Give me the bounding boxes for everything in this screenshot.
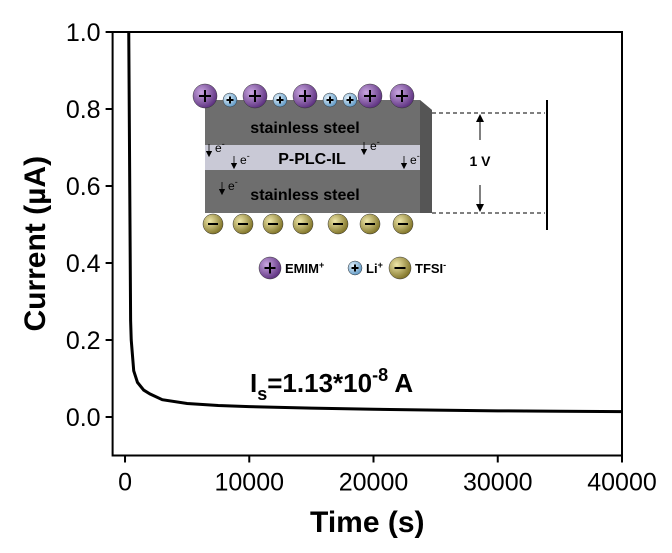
layer-side bbox=[420, 100, 432, 213]
annotation-main: =1.13*10 bbox=[267, 368, 372, 398]
layer-steel-bottom bbox=[205, 170, 420, 213]
x-tick-label: 0 bbox=[118, 469, 132, 497]
y-tick-label: 0.4 bbox=[66, 250, 101, 278]
y-tick-label: 0.8 bbox=[66, 96, 101, 124]
ion-legend-label: Li+ bbox=[366, 260, 383, 276]
ion-charge: + bbox=[378, 260, 383, 270]
ion-name: EMIM bbox=[285, 261, 319, 276]
y-tick-label: 0.6 bbox=[66, 173, 101, 201]
electron-label: e- bbox=[215, 139, 225, 155]
y-axis-title: Current (µA) bbox=[19, 156, 52, 332]
x-axis-title: Time (s) bbox=[310, 506, 424, 539]
ion-legend-label: TFSI- bbox=[415, 260, 446, 276]
electron-sup: - bbox=[417, 151, 420, 161]
inset-diagram: stainless steel P-PLC-IL stainless steel… bbox=[192, 83, 548, 280]
x-tick-label: 10000 bbox=[215, 469, 285, 497]
annotation: Is=1.13*10-8 A bbox=[250, 365, 413, 404]
y-tick-label: 1.0 bbox=[66, 19, 101, 47]
electron-base: e bbox=[215, 141, 222, 155]
ion-charge: + bbox=[319, 260, 324, 270]
annotation-sup: -8 bbox=[372, 365, 388, 385]
electron-sup: - bbox=[235, 177, 238, 187]
ion-name: TFSI bbox=[415, 261, 443, 276]
layer-steel-top bbox=[205, 100, 420, 145]
ion-name: Li bbox=[366, 261, 378, 276]
voltage-label: 1 V bbox=[469, 153, 491, 169]
ion-legend-label: EMIM+ bbox=[285, 260, 324, 276]
plot-frame bbox=[111, 31, 623, 457]
layer-label: stainless steel bbox=[250, 120, 359, 137]
electron-label: e- bbox=[370, 137, 380, 153]
y-tick-label: 0.0 bbox=[66, 404, 101, 432]
annotation-base: I bbox=[250, 368, 257, 398]
electron-sup: - bbox=[377, 137, 380, 147]
electron-label: e- bbox=[240, 151, 250, 167]
electron-base: e bbox=[370, 139, 377, 153]
electron-label: e- bbox=[228, 177, 238, 193]
electron-sup: - bbox=[247, 151, 250, 161]
x-tick-label: 40000 bbox=[587, 469, 657, 497]
y-tick-label: 0.2 bbox=[66, 327, 101, 355]
ion-charge: - bbox=[443, 260, 446, 270]
x-tick-label: 30000 bbox=[463, 469, 533, 497]
x-tick-label: 20000 bbox=[339, 469, 409, 497]
annotation-unit: A bbox=[388, 368, 413, 398]
data-line bbox=[127, 31, 623, 414]
electron-base: e bbox=[410, 153, 417, 167]
electron-label: e- bbox=[410, 151, 420, 167]
annotation-sub: s bbox=[257, 384, 267, 404]
layer-label: stainless steel bbox=[250, 187, 359, 204]
electron-sup: - bbox=[222, 139, 225, 149]
electron-base: e bbox=[228, 179, 235, 193]
layer-label: P-PLC-IL bbox=[278, 151, 346, 168]
electron-base: e bbox=[240, 153, 247, 167]
